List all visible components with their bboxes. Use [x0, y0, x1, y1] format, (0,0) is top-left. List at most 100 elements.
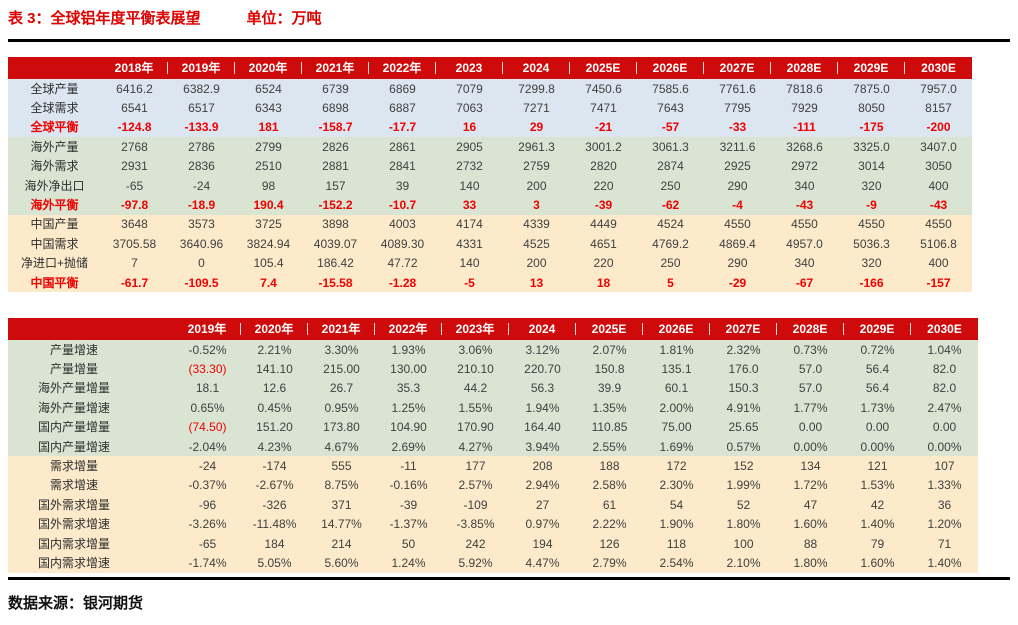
value-cell: 7929	[791, 101, 818, 116]
value-cell: 7795	[724, 101, 751, 116]
column-header: 2022年	[369, 62, 436, 74]
value-cell: 220	[593, 178, 614, 193]
value-cell: 0.73%	[793, 342, 828, 357]
table-row: 中国需求 3705.58 3640.96 3824.94 4039.07 4089.30 4…	[8, 234, 972, 254]
value-cell: 5106.8	[920, 236, 957, 251]
row-label: 海外净出口	[24, 178, 85, 193]
value-cell: 3211.6	[719, 139, 756, 154]
column-header: 2029E	[844, 323, 911, 335]
value-cell: 4550	[858, 217, 885, 232]
value-cell: 4089.30	[380, 236, 425, 251]
value-cell: 79	[870, 536, 885, 551]
value-cell: -174	[262, 459, 287, 474]
value-cell: 2861	[389, 139, 416, 154]
value-cell: 1.60%	[793, 517, 828, 532]
value-cell: 150.8	[594, 362, 625, 377]
column-header: 2020年	[241, 323, 308, 335]
value-cell: 2.79%	[592, 555, 627, 570]
value-cell: -200	[926, 120, 951, 135]
value-cell: 1.80%	[726, 517, 761, 532]
value-cell: 35.3	[396, 381, 421, 396]
value-cell: -65	[125, 178, 144, 193]
value-cell: 7079	[456, 81, 483, 96]
row-label: 海外平衡	[30, 198, 79, 213]
value-cell: 2.69%	[391, 439, 426, 454]
value-cell: 1.55%	[458, 400, 493, 415]
value-cell: 2.55%	[592, 439, 627, 454]
value-cell: 400	[928, 256, 949, 271]
value-cell: 100	[733, 536, 754, 551]
column-header: 2027E	[710, 323, 777, 335]
value-cell: 4869.4	[719, 236, 756, 251]
value-cell: 6898	[322, 101, 349, 116]
value-cell: 208	[532, 459, 553, 474]
value-cell: 6416.2	[116, 81, 153, 96]
value-cell: 7	[131, 256, 138, 271]
value-cell: 157	[325, 178, 346, 193]
row-label: 全球需求	[30, 101, 79, 116]
value-cell: 3325.0	[853, 139, 890, 154]
value-cell: 104.90	[390, 420, 427, 435]
value-cell: 7271	[523, 101, 550, 116]
value-cell: 105.4	[253, 256, 284, 271]
value-cell: -97.8	[120, 198, 149, 213]
value-cell: 14.77%	[321, 517, 362, 532]
value-cell: 4331	[456, 236, 483, 251]
value-cell: 39	[395, 178, 410, 193]
row-label: 需求增速	[49, 478, 98, 493]
value-cell: -124.8	[117, 120, 152, 135]
value-cell: 47.72	[387, 256, 418, 271]
value-cell: 1.53%	[860, 478, 895, 493]
value-cell: 47	[803, 497, 818, 512]
value-cell: 2820	[590, 159, 617, 174]
value-cell: 1.93%	[391, 342, 426, 357]
value-cell: 1.40%	[927, 555, 962, 570]
value-cell: 3014	[858, 159, 885, 174]
value-cell: 3705.58	[112, 236, 157, 251]
table-row: 需求增速 -0.37% -2.67% 8.75% -0.16% 2.57% 2.94% 2.5…	[8, 475, 978, 496]
value-cell: 3.30%	[324, 342, 359, 357]
table-row: 海外平衡 -97.8 -18.9 190.4 -152.2 -10.7 33 3 -39 -62-…	[8, 195, 972, 215]
column-header: 2026E	[643, 323, 710, 335]
balance-table: 2018年 2019年 2020年 2021年 2022年 2023 2024 2025E 20…	[8, 57, 972, 293]
value-cell: 555	[331, 459, 352, 474]
header-row: 2019年 2020年 2021年 2022年 2023年 2024 2025E 2026E 2…	[8, 318, 978, 340]
table-row: 国内需求增量 -65 184 214 50 242 194 126 118 100 88 79 71	[8, 533, 978, 554]
value-cell: 4.67%	[324, 439, 359, 454]
table-row: 国内产量增量 (74.50) 151.20 173.80 104.90 170.90 164…	[8, 417, 978, 437]
column-header: 2024	[509, 323, 576, 335]
value-cell: 16	[462, 120, 477, 135]
value-cell: 8157	[925, 101, 952, 116]
value-cell: -67	[795, 275, 814, 290]
value-cell: 2.94%	[525, 478, 560, 493]
value-cell: -152.2	[318, 198, 353, 213]
value-cell: 1.33%	[927, 478, 962, 493]
value-cell: 118	[666, 536, 687, 551]
value-cell: 7450.6	[585, 81, 622, 96]
value-cell: 2874	[657, 159, 684, 174]
value-cell: 56.4	[865, 381, 890, 396]
value-cell: 1.24%	[391, 555, 426, 570]
value-cell: 4449	[590, 217, 617, 232]
value-cell: 188	[599, 459, 620, 474]
value-cell: 5.05%	[257, 555, 292, 570]
value-cell: 5.92%	[458, 555, 493, 570]
value-cell: 220	[593, 256, 614, 271]
value-cell: 8050	[858, 101, 885, 116]
value-cell: -39	[594, 198, 613, 213]
value-cell: 3.12%	[525, 342, 560, 357]
table-row: 产量增速 -0.52% 2.21% 3.30% 1.93% 3.06% 3.12% 2.07%…	[8, 340, 978, 360]
value-cell: -9	[866, 198, 877, 213]
value-cell: 4957.0	[786, 236, 823, 251]
value-cell: 3898	[322, 217, 349, 232]
value-cell: 1.77%	[793, 400, 828, 415]
value-cell: 7875.0	[853, 81, 890, 96]
column-header: 2025E	[576, 323, 643, 335]
table-row: 全球平衡 -124.8 -133.9 181 -158.7 -17.7 16 29 -21 -57…	[8, 117, 972, 138]
data-source: 数据来源：银河期货	[8, 595, 144, 612]
row-label: 全球平衡	[30, 120, 79, 135]
value-cell: 164.40	[524, 420, 561, 435]
value-cell: 5	[667, 275, 674, 290]
value-cell: -24	[198, 459, 217, 474]
value-cell: 54	[669, 497, 684, 512]
